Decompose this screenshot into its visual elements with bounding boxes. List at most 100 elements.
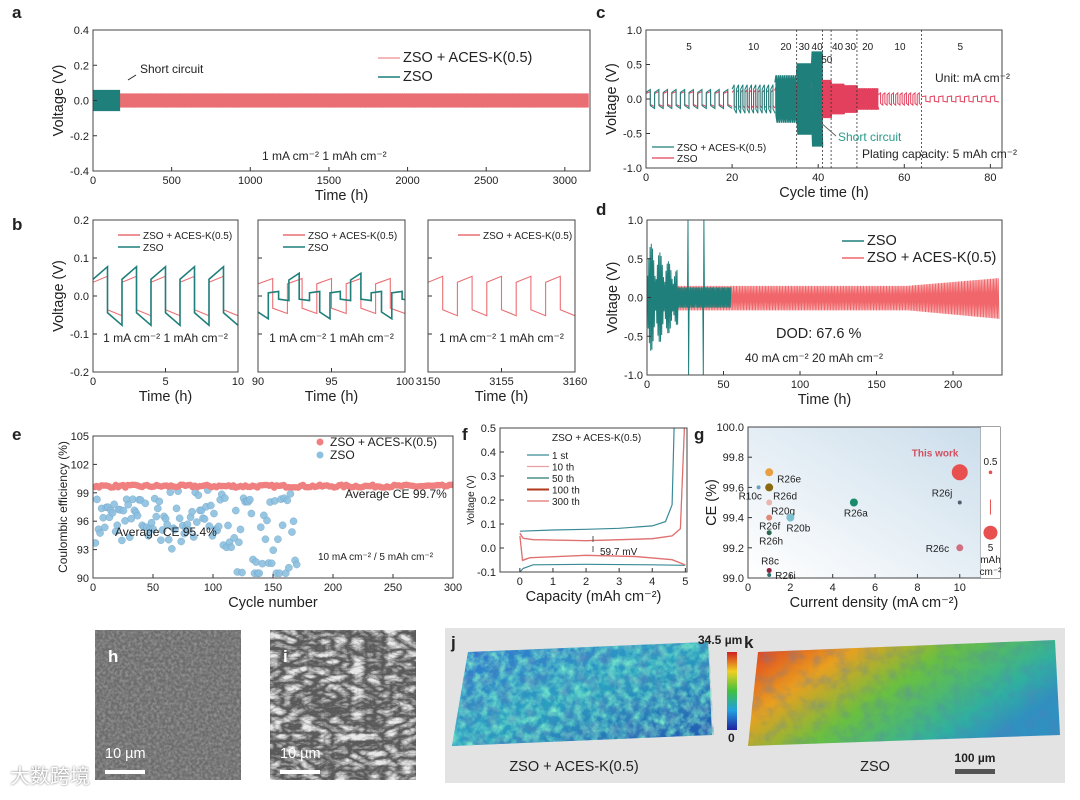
data-point-zso [155,497,164,506]
y-tick-label: 99 [77,488,89,500]
rate-label: 40 [812,42,824,53]
data-point [766,514,773,521]
data-point-zso [172,504,181,513]
panel-label: c [596,3,605,22]
plot-frame [92,29,591,172]
y-axis-label: Voltage (V) [466,475,477,524]
data-point-zso [285,563,293,572]
x-tick-label: 1500 [317,175,341,187]
y-axis-label: Voltage (V) [604,63,620,135]
x-tick-label: 90 [252,376,264,388]
y-tick-label: -0.1 [477,567,496,579]
data-point-zso [200,515,209,523]
plot-area [93,89,589,112]
data-point [849,498,858,507]
plot-b0: 0 5 10 -0.2 -0.1 0.0 0.1 0.2 [70,215,244,388]
data-point-zso [267,559,276,568]
x-axis-label: Current density (mA cm⁻²) [790,595,959,611]
legend-label: 100 th [552,486,580,497]
x-tick-label: 3160 [563,376,587,388]
legend-label: ZSO [308,243,329,254]
x-tick-label: 0 [644,379,650,391]
scale-bar [955,769,995,774]
series-zso [855,88,880,110]
y-axis-label: CE (%) [704,479,720,526]
data-point-zso [93,539,100,547]
data-point-zso [110,500,118,509]
capacity-legend-label: 5 [988,543,994,554]
series-zso [93,89,121,112]
plot-frame [257,219,406,373]
y-tick-label: 0.0 [74,291,89,303]
y-tick-label: -0.1 [70,329,89,341]
data-point-zso [152,512,161,521]
data-point-zso [100,523,109,532]
point-label: R26h [759,537,783,548]
data-point-zso [224,521,232,530]
data-point-zso [256,523,265,531]
annotation-conditions: 1 mA cm⁻² 1 mAh cm⁻² [269,331,394,345]
x-tick-label: 50 [147,582,159,594]
series [258,271,405,321]
plot-b1: 90 95 100 [252,219,414,388]
x-tick-label: 0 [517,576,523,588]
plot-area [428,275,575,317]
data-point-zso [158,526,167,534]
capacity-small-marker [988,470,993,475]
data-point [766,530,772,536]
y-tick-label: 0.0 [481,543,496,555]
series-zso-aces [774,75,798,123]
data-point-zso [177,537,185,546]
x-tick-label: 4 [649,576,655,588]
plot-a: 0 500 1000 1500 2000 2500 3000 -0.4 -0.2 0.0 0.2 0.… [70,25,591,187]
x-tick-label: 5 [682,576,688,588]
legend-label: ZSO + ACES-K(0.5) [308,231,397,242]
x-axis-label: Time (h) [305,389,358,405]
series-zso [921,95,1000,103]
point-label: R26e [777,474,801,485]
y-tick-label: 102 [71,459,89,471]
scale-bar-label: 10 µm [105,746,146,762]
point-label: R20g [771,507,795,518]
x-tick-label: 0 [90,582,96,594]
y-tick-label: 0.1 [481,519,496,531]
y-axis-label: Coulombic efficiency (%) [56,441,70,573]
y-tick-label: 0.2 [481,495,496,507]
scale-bar [280,770,320,774]
capacity-legend-label: cm⁻² [979,567,1002,578]
panel-label: a [12,3,22,22]
colorbar [727,652,737,730]
annotation-short-circuit: Short circuit [140,62,204,76]
x-tick-label: 95 [325,376,337,388]
y-tick-label: 0.5 [628,254,643,266]
data-point [765,483,774,492]
x-tick-label: 4 [830,582,836,594]
data-point-zso [289,517,298,526]
plot-e: 0 50 100 150 200 250 300 90 93 96 99 102 105 [71,431,463,594]
point-label: R8c [761,556,779,567]
panel-label: b [12,215,22,234]
point-label: R26j [932,489,953,500]
x-tick-label: 300 [444,582,462,594]
y-tick-label: 0.2 [74,60,89,72]
x-tick-label: 0 [90,175,96,187]
data-point-zso [175,514,184,523]
scale-bar-label: 10 µm [280,746,321,762]
data-point-zso [157,536,165,544]
caption-k: ZSO [860,759,890,775]
rate-label: 20 [780,42,792,53]
sem-image-i [270,630,416,780]
legend-label: ZSO + ACES-K(0.5) [867,250,996,266]
y-tick-label: 100.0 [716,422,744,434]
data-point-zso [238,568,246,577]
panel-label: d [596,200,606,219]
data-point [766,499,773,506]
rate-label: 20 [862,42,874,53]
y-tick-label: 90 [77,573,89,585]
x-tick-label: 2 [787,582,793,594]
y-tick-label: 0.0 [627,94,642,106]
x-tick-label: 10 [232,376,244,388]
point-label: R26a [844,509,868,520]
panel-label: k [744,633,754,652]
panel-label: i [283,647,288,666]
